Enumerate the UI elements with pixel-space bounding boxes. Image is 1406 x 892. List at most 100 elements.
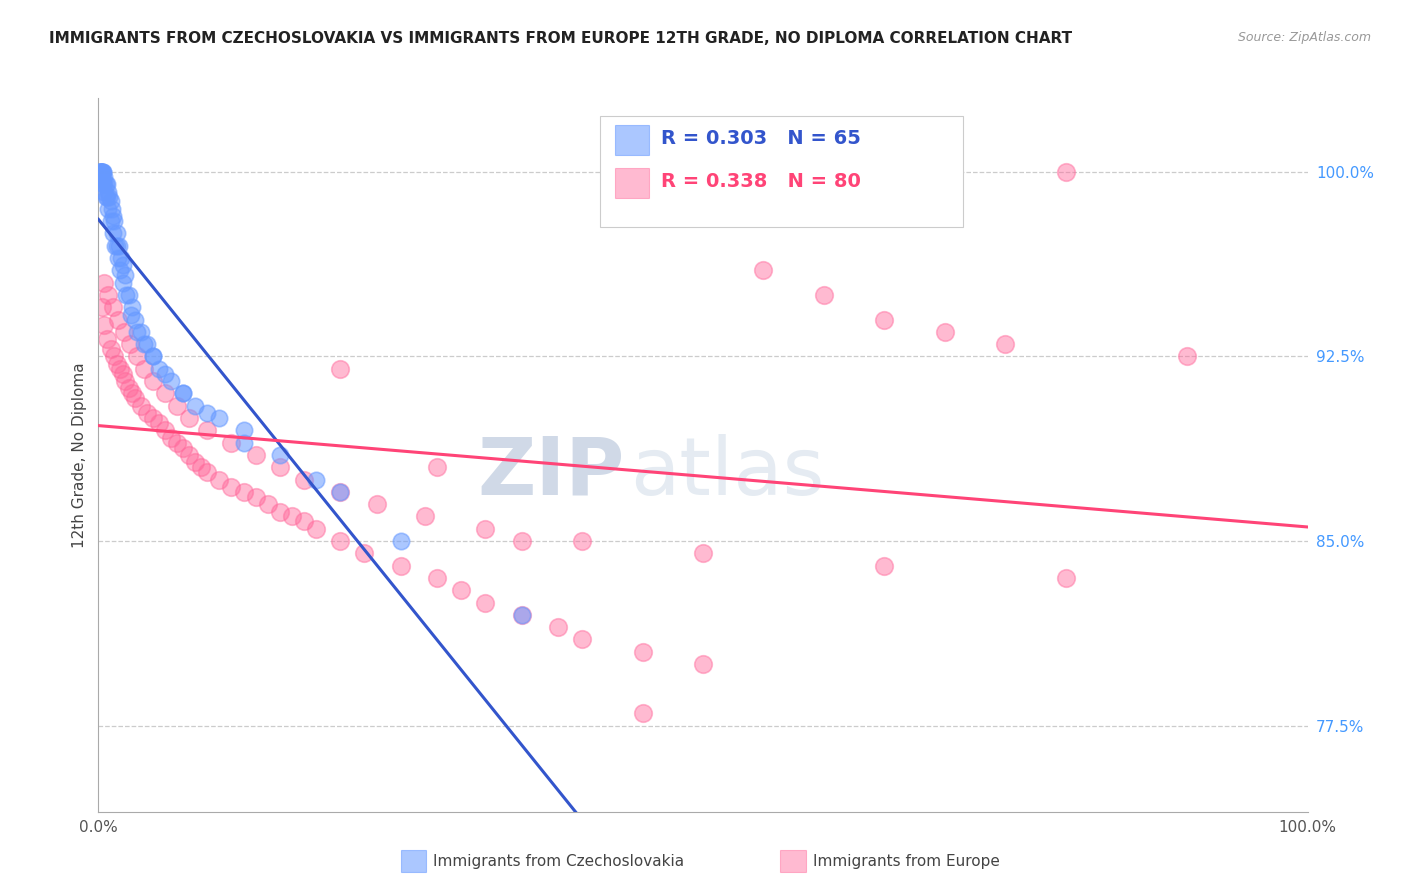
Point — [221, 435, 243, 450]
Point — [114, 374, 136, 388]
Point — [195, 465, 218, 479]
Text: IMMIGRANTS FROM CZECHOSLOVAKIA VS IMMIGRANTS FROM EUROPE 12TH GRADE, NO DIPLOMA : IMMIGRANTS FROM CZECHOSLOVAKIA VS IMMIGR… — [49, 31, 1073, 46]
Text: Source: ZipAtlas.com: Source: ZipAtlas.com — [1237, 31, 1371, 45]
Point — [115, 288, 138, 302]
Point — [166, 399, 188, 413]
Point — [160, 431, 183, 445]
Point — [91, 165, 114, 179]
Point — [1054, 165, 1077, 179]
Point — [111, 259, 134, 273]
Point — [510, 534, 533, 549]
Point — [305, 473, 328, 487]
Point — [269, 504, 291, 518]
Point — [94, 178, 117, 192]
Point — [101, 209, 124, 223]
Point — [120, 308, 142, 322]
Point — [105, 357, 128, 371]
Point — [1054, 571, 1077, 585]
Point — [91, 165, 114, 179]
Point — [195, 423, 218, 437]
FancyBboxPatch shape — [600, 116, 963, 227]
Point — [101, 227, 124, 241]
Point — [153, 423, 176, 437]
Point — [510, 607, 533, 622]
Point — [160, 374, 183, 388]
Point — [129, 325, 152, 339]
Point — [97, 185, 120, 199]
Point — [118, 288, 141, 302]
Point — [91, 165, 114, 179]
Point — [232, 423, 254, 437]
Point — [179, 411, 201, 425]
Point — [269, 448, 291, 462]
Point — [108, 361, 131, 376]
Point — [135, 406, 157, 420]
Point — [426, 460, 449, 475]
Point — [105, 227, 128, 241]
Point — [121, 386, 143, 401]
Point — [89, 165, 111, 179]
Point — [93, 185, 115, 199]
Point — [96, 332, 118, 346]
Point — [134, 361, 156, 376]
Point — [256, 497, 278, 511]
Point — [107, 251, 129, 265]
Point — [114, 268, 136, 283]
Point — [89, 165, 111, 179]
Point — [873, 312, 896, 326]
Point — [172, 386, 194, 401]
Point — [93, 276, 115, 290]
Point — [245, 490, 267, 504]
Point — [153, 386, 176, 401]
Point — [100, 342, 122, 356]
Point — [571, 534, 593, 549]
Point — [93, 169, 115, 184]
Point — [190, 460, 212, 475]
Point — [245, 448, 267, 462]
Point — [96, 178, 118, 192]
Point — [142, 350, 165, 364]
Point — [426, 571, 449, 585]
Point — [90, 165, 112, 179]
Point — [547, 620, 569, 634]
Point — [103, 214, 125, 228]
Point — [103, 350, 125, 364]
Point — [179, 448, 201, 462]
Point — [93, 178, 115, 192]
Point — [208, 473, 231, 487]
Point — [184, 399, 207, 413]
Point — [269, 460, 291, 475]
Point — [127, 350, 149, 364]
Point — [450, 583, 472, 598]
Point — [111, 276, 134, 290]
Point — [118, 382, 141, 396]
Point — [98, 189, 121, 203]
Point — [148, 361, 170, 376]
Point — [134, 337, 156, 351]
Point — [101, 300, 124, 314]
Point — [184, 455, 207, 469]
Point — [292, 514, 315, 528]
Point — [329, 484, 352, 499]
Point — [108, 239, 131, 253]
Point — [89, 165, 111, 179]
Point — [91, 165, 114, 179]
Point — [366, 497, 388, 511]
Point — [124, 392, 146, 406]
Point — [90, 165, 112, 179]
Point — [474, 596, 496, 610]
Point — [112, 325, 135, 339]
Point — [129, 399, 152, 413]
Point — [97, 202, 120, 216]
Point — [232, 484, 254, 499]
Point — [93, 318, 115, 332]
Point — [142, 350, 165, 364]
Point — [153, 367, 176, 381]
FancyBboxPatch shape — [614, 125, 648, 155]
Point — [232, 435, 254, 450]
Point — [142, 374, 165, 388]
Text: R = 0.338   N = 80: R = 0.338 N = 80 — [661, 172, 860, 191]
Point — [90, 165, 112, 179]
Point — [305, 522, 328, 536]
Point — [1175, 350, 1198, 364]
